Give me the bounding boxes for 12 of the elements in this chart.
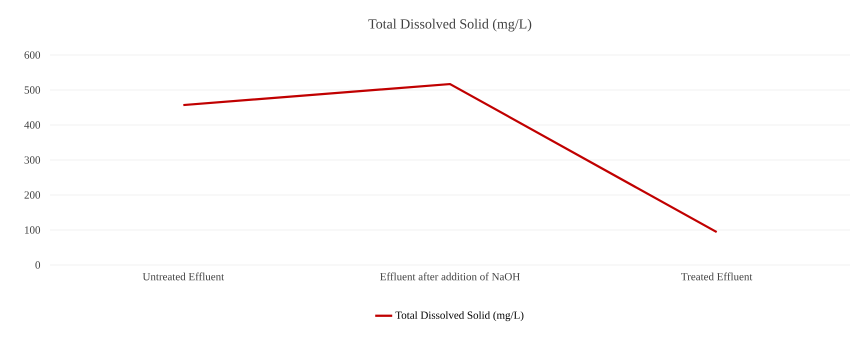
- y-tick-label: 100: [25, 226, 40, 234]
- legend-label: Total Dissolved Solid (mg/L): [396, 311, 524, 322]
- x-tick-label: Effluent after addition of NaOH: [380, 272, 520, 280]
- x-tick-label: Untreated Effluent: [142, 272, 224, 280]
- y-tick-label: 400: [24, 121, 40, 129]
- y-tick-label: 300: [24, 156, 40, 164]
- y-tick-label: 200: [24, 191, 40, 199]
- y-tick-label: 500: [24, 86, 40, 94]
- y-tick-label: 0: [35, 261, 40, 269]
- y-tick-label: 600: [24, 51, 40, 59]
- chart-title: Total Dissolved Solid (mg/L): [368, 18, 532, 32]
- x-tick-label: Treated Effluent: [681, 272, 752, 280]
